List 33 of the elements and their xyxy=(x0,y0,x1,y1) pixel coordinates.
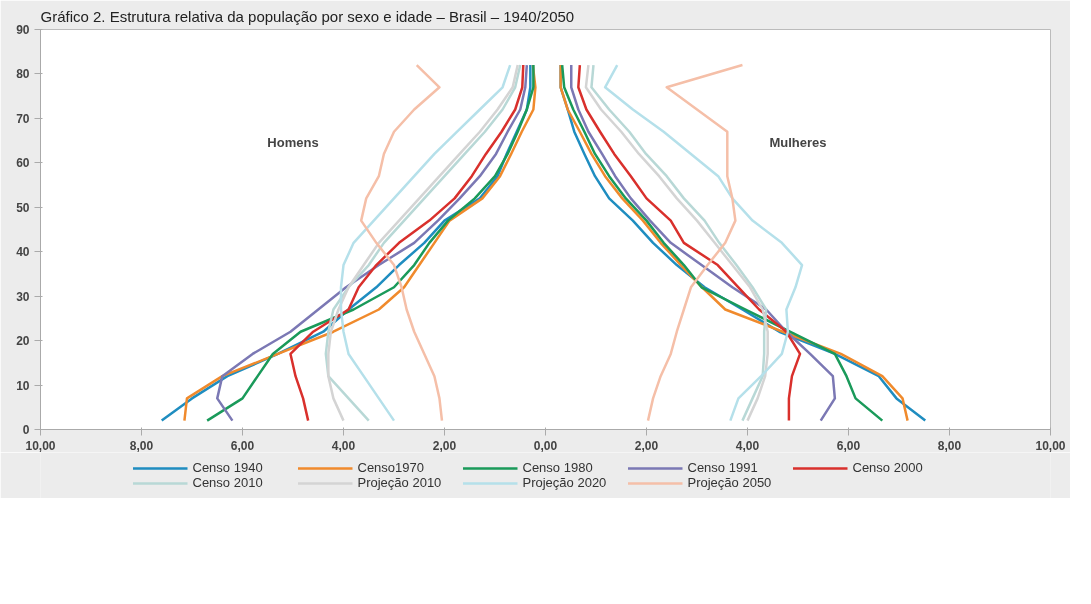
legend-label: Censo 2010 xyxy=(192,475,264,490)
chart-title: Gráfico 2. Estrutura relativa da população por sexo e idade – Brasil – 1940/2050 xyxy=(40,7,575,25)
x-tick-label: 4,00 xyxy=(331,438,356,453)
legend-label: Projeção 2010 xyxy=(357,475,443,490)
y-tick-label: 0 xyxy=(22,423,30,437)
legend-label: Projeção 2020 xyxy=(522,475,608,490)
x-tick-label: 2,00 xyxy=(634,438,659,453)
y-tick-label: 20 xyxy=(16,334,30,349)
legend-label: Censo1970 xyxy=(357,460,425,475)
x-tick-label: 6,00 xyxy=(230,438,255,453)
legend-label: Projeção 2050 xyxy=(687,475,773,490)
y-tick-label: 50 xyxy=(16,200,30,215)
x-tick-label: 0,00 xyxy=(533,438,558,453)
legend-label: Censo 2000 xyxy=(852,460,924,475)
x-tick-label: 8,00 xyxy=(129,438,154,453)
x-tick-label: 8,00 xyxy=(937,438,962,453)
x-tick-label: 10,00 xyxy=(1035,438,1066,453)
legend-label: Censo 1980 xyxy=(522,460,594,475)
y-tick-label: 70 xyxy=(16,111,30,126)
annotation: Mulheres xyxy=(769,134,827,150)
legend-label: Censo 1991 xyxy=(687,460,759,475)
y-tick-label: 10 xyxy=(16,378,30,393)
legend-label: Censo 1940 xyxy=(192,460,264,475)
y-tick-label: 40 xyxy=(16,245,30,260)
y-tick-label: 60 xyxy=(16,156,30,171)
x-tick-label: 4,00 xyxy=(735,438,760,453)
y-tick-label: 90 xyxy=(16,23,30,37)
y-tick-label: 30 xyxy=(16,289,30,304)
x-tick-label: 2,00 xyxy=(432,438,457,453)
x-tick-label: 10,00 xyxy=(25,438,56,453)
y-tick-label: 80 xyxy=(16,67,30,82)
annotation: Homens xyxy=(267,134,319,150)
x-tick-label: 6,00 xyxy=(836,438,861,453)
